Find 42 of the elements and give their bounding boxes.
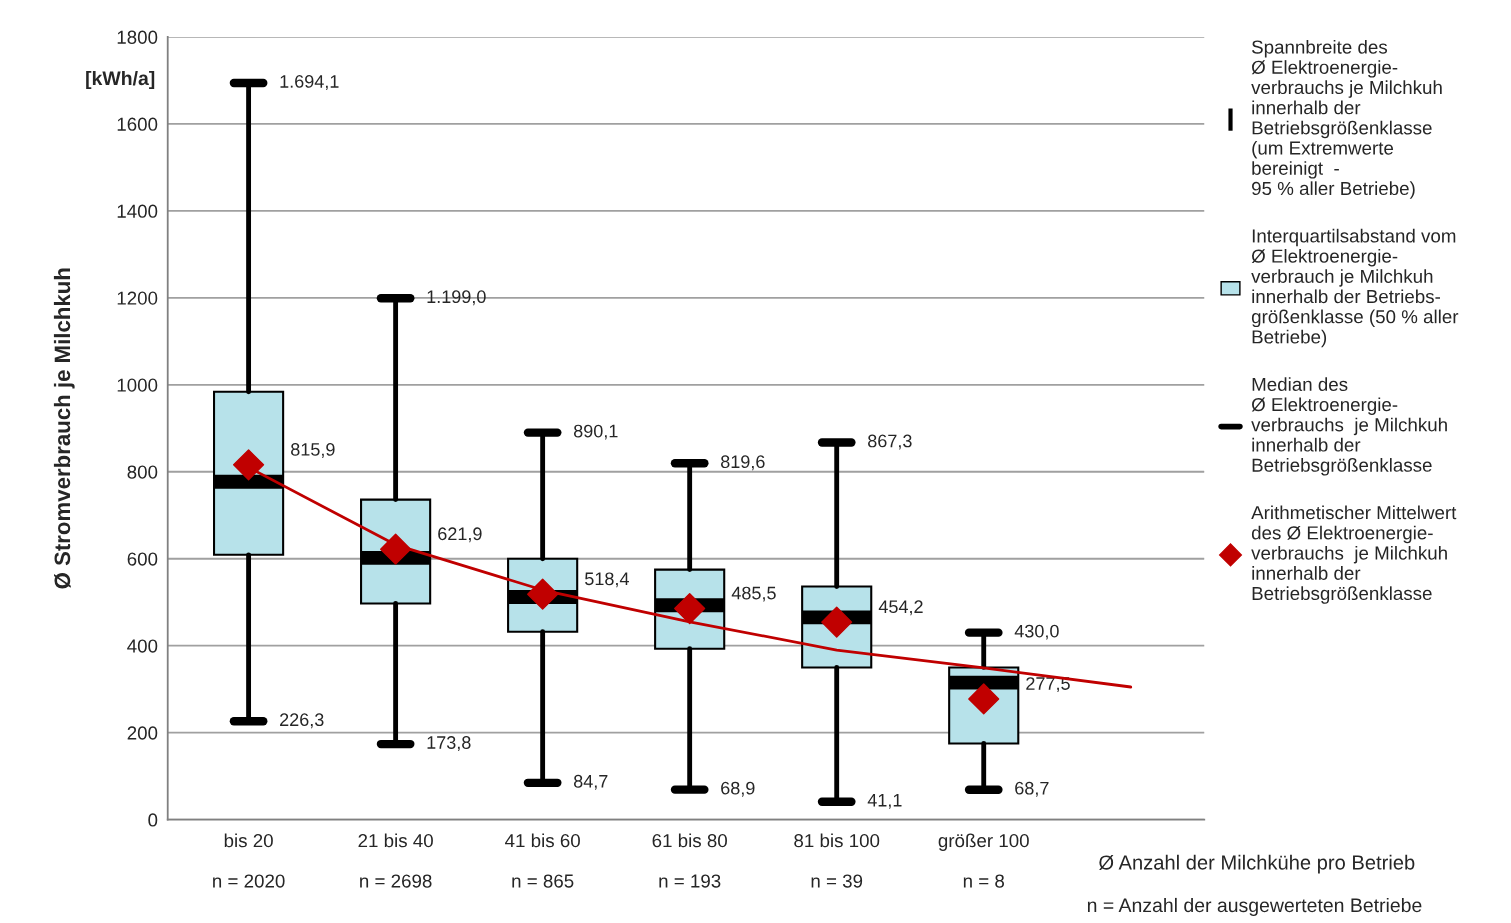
annotation: 68,9	[721, 781, 755, 797]
annotation: 173,8	[427, 736, 471, 752]
y-tick-label: 1600	[117, 117, 158, 131]
y-axis-title: Ø Stromverbrauch je Milchkuh	[53, 268, 75, 589]
annotation: 84,7	[573, 774, 608, 790]
y-tick-label: 1400	[117, 204, 158, 218]
category-label: 81 bis 100 n = 39	[794, 833, 880, 888]
text: Median des Ø Elektroenergie- verbrauchs je Milchkuh innerhalb der Betriebsgrößenklasse	[1251, 377, 1447, 476]
category-label: 21 bis 40 n = 2698	[358, 833, 433, 888]
category-label: 61 bis 80 n = 193	[652, 833, 727, 888]
category-label: bis 20 n = 2020	[213, 833, 285, 888]
data-label: 454,2	[878, 600, 923, 616]
y-tick-label: 800	[127, 465, 158, 479]
y-tick-label: 0	[148, 813, 158, 827]
text: n = Anzahl der ausgewerteten Betriebe	[1087, 897, 1422, 917]
y-tick-label: 1800	[117, 30, 158, 44]
annotation: 226,3	[280, 713, 324, 729]
annotation: 819,6	[721, 455, 765, 471]
category-label: größer 100 n = 8	[938, 833, 1029, 888]
annotation: 430,0	[1014, 624, 1059, 640]
annotation: 41,1	[867, 794, 902, 809]
y-tick-label: 400	[127, 639, 158, 653]
x-axis-title: Ø Anzahl der Milchkühe pro Betrieb	[1099, 854, 1415, 874]
data-label: 518,4	[585, 572, 629, 588]
legend-label: Arithmetischer Mittelwert des Ø Elektroenergie- verbrauchs je Milchkuh innerhalb der Betriebsgrößenklasse	[1251, 505, 1457, 604]
annotation: 68,7	[1015, 781, 1049, 797]
point	[232, 449, 265, 481]
annotation: 1.199,0	[427, 290, 486, 306]
text: Interquartilsabstand vom Ø Elektroenergie- verbrauch je Milchkuh innerhalb der Betriebs- größenklasse (50 % aller Betriebe)	[1251, 228, 1459, 348]
data-label: 621,9	[438, 527, 482, 543]
annotation: 1.694,1	[280, 75, 339, 90]
y-tick-label: 1200	[117, 291, 158, 305]
legend-label: Spannbreite des Ø Elektroenergie- verbrauchs je Milchkuh innerhalb der Betriebsgrößenklasse (um Extremwerte bereinigt - 95 % aller Betriebe)	[1251, 39, 1442, 199]
y-tick-label: 200	[127, 726, 158, 740]
text: [kWh/a]	[86, 70, 155, 90]
data-label: 485,5	[731, 586, 776, 602]
category-label: 41 bis 60 n = 865	[505, 833, 580, 888]
y-tick-label: 600	[127, 552, 158, 566]
y-tick-label: 1000	[117, 378, 158, 392]
annotation: 890,1	[573, 424, 618, 440]
data-label: 815,9	[291, 443, 335, 458]
annotation: 867,3	[868, 434, 912, 450]
